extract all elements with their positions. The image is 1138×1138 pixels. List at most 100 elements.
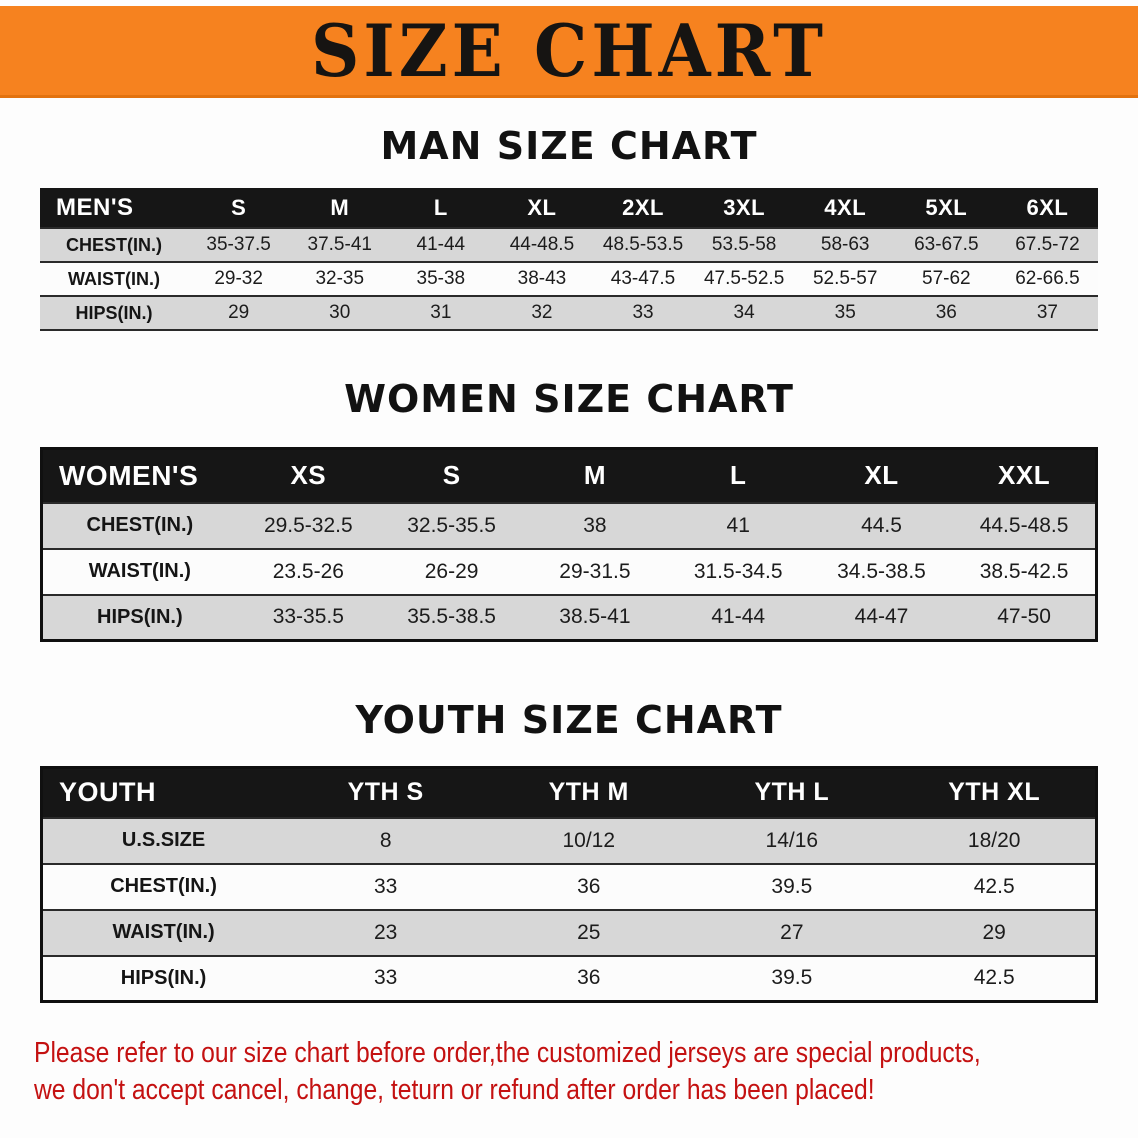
- value-cell: 29-32: [214, 268, 263, 289]
- value-cell: 10/12: [562, 828, 616, 852]
- size-chart-page: SIZE CHART MAN SIZE CHART MEN'S S M L XL 2XL 3…: [0, 6, 1138, 1109]
- value-cell: 34.5-38.5: [837, 559, 926, 583]
- size-header-cell: 3XL: [693, 188, 795, 228]
- table-header-row: WOMEN'S XS S M L XL XXL: [41, 448, 1097, 503]
- row-label-cell: WAIST(IN.): [68, 268, 161, 289]
- value-cell: 52.5-57: [812, 268, 878, 289]
- row-label-cell: HIPS(IN.): [75, 302, 153, 323]
- size-header-cell: M: [523, 448, 667, 503]
- size-header-cell: L: [666, 448, 810, 503]
- value-cell: 35: [834, 302, 856, 323]
- size-header-cell: XL: [809, 448, 954, 503]
- value-cell: 29: [228, 302, 250, 323]
- row-label-cell: WAIST(IN.): [88, 560, 191, 582]
- value-cell: 31: [430, 302, 452, 323]
- table-title-cell: YOUTH: [41, 767, 285, 818]
- value-cell: 35.5-38.5: [407, 605, 496, 629]
- value-cell: 38.5-41: [559, 605, 631, 629]
- size-chart-banner: SIZE CHART: [0, 6, 1138, 98]
- size-header-cell: 5XL: [895, 188, 997, 228]
- value-cell: 44.5: [861, 513, 902, 537]
- value-cell: 42.5: [973, 874, 1015, 898]
- table-header-row: MEN'S S M L XL 2XL 3XL 4XL 5XL 6XL: [40, 188, 1098, 228]
- value-cell: 42.5: [973, 966, 1015, 990]
- table-row: HIPS(IN.) 29 30 31 32 33 34 35 36 37: [40, 296, 1098, 330]
- youth-chart-heading: YOUTH SIZE CHART: [355, 698, 783, 742]
- value-cell: 30: [329, 302, 351, 323]
- value-cell: 38-43: [517, 268, 567, 289]
- size-header-cell: S: [379, 448, 524, 503]
- value-cell: 39.5: [771, 966, 813, 990]
- women-size-table: WOMEN'S XS S M L XL XXL CHEST(IN.) 29.5-32.5 32.5…: [40, 447, 1098, 642]
- value-cell: 33: [374, 966, 398, 990]
- page-title: SIZE CHART: [310, 7, 827, 94]
- value-cell: 25: [577, 920, 601, 944]
- size-header-cell: XL: [491, 188, 593, 228]
- table-row: HIPS(IN.) 33 36 39.5 42.5: [41, 955, 1097, 1002]
- row-label-cell: CHEST(IN.): [66, 234, 163, 255]
- value-cell: 36: [577, 966, 601, 990]
- size-header-cell: YTH L: [690, 767, 894, 818]
- value-cell: 23.5-26: [272, 559, 344, 583]
- size-header-cell: 4XL: [794, 188, 896, 228]
- row-label-cell: U.S.SIZE: [121, 829, 206, 851]
- value-cell: 39.5: [771, 874, 813, 898]
- row-label-cell: WAIST(IN.): [112, 921, 215, 943]
- value-cell: 41-44: [711, 605, 766, 629]
- value-cell: 29-31.5: [559, 559, 631, 583]
- value-cell: 48.5-53.5: [602, 234, 684, 255]
- value-cell: 38: [583, 513, 607, 537]
- size-header-cell: XXL: [953, 448, 1097, 503]
- women-chart-heading: WOMEN SIZE CHART: [344, 377, 794, 421]
- table-row: CHEST(IN.) 33 36 39.5 42.5: [41, 863, 1097, 910]
- value-cell: 34: [733, 302, 755, 323]
- row-label-cell: CHEST(IN.): [86, 514, 194, 536]
- value-cell: 32: [531, 302, 553, 323]
- disclaimer: Please refer to our size chart before or…: [34, 1035, 1128, 1109]
- size-header-cell: L: [390, 188, 492, 228]
- row-label-cell: HIPS(IN.): [120, 966, 207, 989]
- value-cell: 67.5-72: [1015, 234, 1080, 255]
- table-row: CHEST(IN.) 29.5-32.5 32.5-35.5 38 41 44.5 44.5…: [41, 502, 1097, 549]
- table-title-cell: MEN'S: [40, 188, 189, 228]
- value-cell: 63-67.5: [914, 234, 979, 255]
- table-row: HIPS(IN.) 33-35.5 35.5-38.5 38.5-41 41-44 44-…: [41, 594, 1097, 641]
- size-header-cell: 2XL: [592, 188, 694, 228]
- size-header-cell: YTH S: [284, 767, 488, 818]
- value-cell: 37.5-41: [307, 234, 372, 255]
- value-cell: 47-50: [997, 605, 1051, 629]
- disclaimer-line-2: we don't accept cancel, change, teturn o…: [34, 1074, 875, 1107]
- men-chart-heading: MAN SIZE CHART: [380, 124, 758, 168]
- value-cell: 36: [935, 302, 957, 323]
- value-cell: 41-44: [416, 234, 466, 255]
- value-cell: 27: [780, 920, 804, 944]
- men-size-chart-section: MAN SIZE CHART MEN'S S M L XL 2XL 3XL 4XL 5XL 6XL…: [0, 124, 1138, 331]
- value-cell: 41: [726, 513, 750, 537]
- value-cell: 26-29: [424, 559, 479, 583]
- size-header-cell: S: [188, 188, 290, 228]
- value-cell: 38.5-42.5: [979, 559, 1069, 583]
- value-cell: 31.5-34.5: [693, 559, 783, 583]
- table-row: WAIST(IN.) 23.5-26 26-29 29-31.5 31.5-34.5 34…: [41, 548, 1097, 595]
- value-cell: 32-35: [315, 268, 365, 289]
- youth-size-table: YOUTH YTH S YTH M YTH L YTH XL U.S.SIZE 8 10/12…: [40, 766, 1098, 1003]
- row-label-cell: CHEST(IN.): [110, 875, 217, 897]
- women-size-chart-section: WOMEN SIZE CHART WOMEN'S XS S M L XL XXL CHEST(…: [0, 377, 1138, 642]
- table-title-cell: WOMEN'S: [41, 448, 237, 503]
- value-cell: 23: [374, 920, 398, 944]
- value-cell: 14/16: [765, 828, 819, 852]
- table-row: CHEST(IN.) 35-37.5 37.5-41 41-44 44-48.5 48.5…: [40, 228, 1098, 262]
- size-header-cell: 6XL: [996, 188, 1098, 228]
- value-cell: 33-35.5: [272, 605, 344, 629]
- value-cell: 35-37.5: [206, 234, 271, 255]
- table-header-row: YOUTH YTH S YTH M YTH L YTH XL: [41, 767, 1097, 818]
- value-cell: 29.5-32.5: [263, 513, 353, 537]
- value-cell: 18/20: [967, 828, 1021, 852]
- size-header-cell: YTH M: [487, 767, 691, 818]
- value-cell: 44-47: [854, 605, 909, 629]
- table-row: WAIST(IN.) 29-32 32-35 35-38 38-43 43-47.5 47.…: [40, 262, 1098, 296]
- value-cell: 32.5-35.5: [407, 513, 496, 537]
- value-cell: 57-62: [922, 268, 971, 289]
- value-cell: 53.5-58: [711, 234, 777, 255]
- size-header-cell: M: [289, 188, 391, 228]
